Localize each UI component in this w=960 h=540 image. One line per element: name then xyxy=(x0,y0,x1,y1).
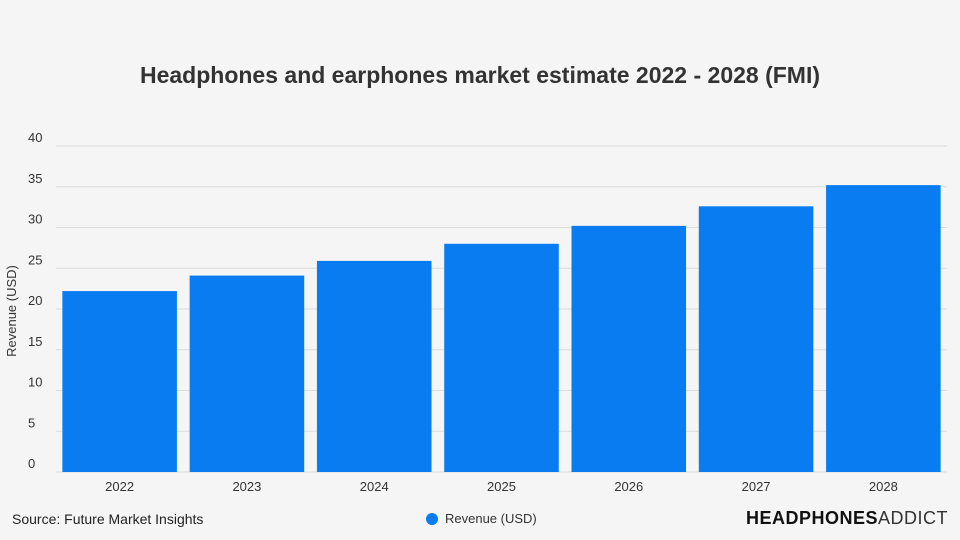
y-tick-label: 10 xyxy=(28,375,42,390)
x-tick-label: 2022 xyxy=(105,479,134,494)
bar-2023 xyxy=(189,275,305,472)
brand-logo-part2: ADDICT xyxy=(878,508,948,528)
bar-2024 xyxy=(316,260,432,472)
x-tick-label: 2027 xyxy=(742,479,771,494)
x-tick-labels: 2022 2023 2024 2025 2026 2027 2028 xyxy=(105,479,898,494)
y-tick-label: 25 xyxy=(28,252,42,267)
chart-title: Headphones and earphones market estimate… xyxy=(139,62,821,88)
y-tick-label: 15 xyxy=(28,334,42,349)
bar-2028 xyxy=(826,185,941,472)
x-tick-label: 2024 xyxy=(360,479,389,494)
bar-2022 xyxy=(62,291,177,472)
y-tick-label: 30 xyxy=(28,212,42,227)
source-note: Source: Future Market Insights xyxy=(12,511,204,527)
bars xyxy=(62,185,941,472)
y-axis-label: Revenue (USD) xyxy=(4,265,19,357)
bar-2026 xyxy=(571,225,687,472)
legend-swatch xyxy=(426,512,438,525)
brand-logo-part1: HEADPHONES xyxy=(745,508,878,528)
y-tick-label: 0 xyxy=(28,456,35,471)
x-tick-label: 2026 xyxy=(614,479,643,494)
x-tick-label: 2028 xyxy=(869,479,898,494)
y-tick-label: 35 xyxy=(28,171,42,186)
y-tick-label: 40 xyxy=(28,130,42,145)
x-tick-label: 2023 xyxy=(232,479,261,494)
y-tick-label: 20 xyxy=(28,293,42,308)
legend-label: Revenue (USD) xyxy=(445,511,537,526)
legend: Revenue (USD) xyxy=(426,511,537,526)
bar-2027 xyxy=(698,206,814,472)
brand-logo: HEADPHONESADDICT xyxy=(746,508,948,529)
y-tick-label: 5 xyxy=(28,415,35,430)
bar-2025 xyxy=(444,243,559,472)
x-tick-label: 2025 xyxy=(487,479,516,494)
y-tick-labels: 0 5 10 15 20 25 30 35 40 xyxy=(28,130,42,471)
